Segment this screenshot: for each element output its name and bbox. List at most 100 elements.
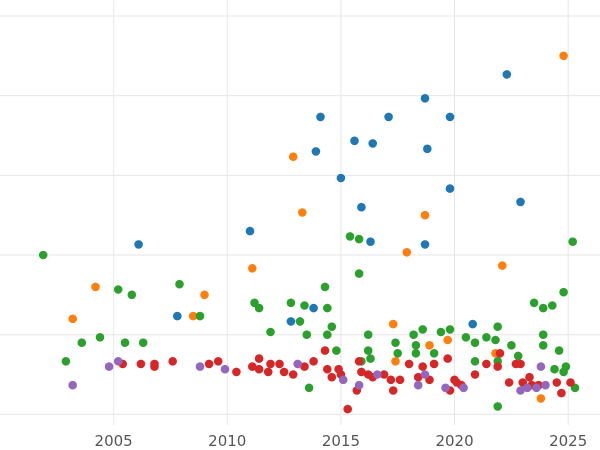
data-point-series-3 [436,327,446,337]
data-point-series-2 [425,341,434,350]
data-point-series-4 [429,359,439,369]
data-point-series-1 [336,173,346,183]
data-point-series-5 [195,362,205,371]
data-point-series-3 [113,285,123,294]
data-point-series-2 [536,394,546,403]
data-point-series-3 [327,322,337,332]
data-point-series-1 [366,237,375,246]
data-point-series-4 [379,370,389,379]
grid [0,0,600,425]
data-point-series-3 [323,330,332,340]
data-point-series-4 [300,362,309,371]
data-point-series-3 [445,325,455,334]
data-point-series-3 [411,349,421,358]
data-point-series-4 [418,362,428,371]
data-point-series-3 [561,362,571,371]
data-point-series-3 [320,282,330,292]
data-point-series-1 [420,240,430,249]
data-point-series-4 [275,359,284,369]
data-point-series-5 [420,370,430,379]
data-point-series-3 [95,333,105,342]
data-point-series-5 [516,386,525,395]
data-point-series-3 [120,338,130,348]
data-point-series-2 [200,290,209,300]
data-point-series-4 [357,367,366,377]
data-point-series-3 [332,346,341,355]
data-point-series-2 [68,314,77,324]
data-point-series-5 [373,370,382,379]
data-point-series-4 [395,375,405,385]
data-point-series-3 [559,287,568,297]
data-point-series-5 [338,375,348,385]
data-point-series-2 [288,152,298,161]
data-point-series-2 [559,51,568,61]
data-point-series-5 [441,383,450,393]
data-point-series-3 [175,279,184,289]
data-point-series-5 [113,357,123,366]
data-point-series-4 [150,359,159,369]
data-point-series-5 [354,380,364,390]
data-point-series-2 [391,357,400,366]
data-point-series-4 [266,359,275,369]
data-point-series-3 [61,357,71,366]
data-point-series-4 [470,370,480,379]
data-point-series-3 [529,298,539,308]
data-point-series-3 [363,346,373,355]
x-tick-label: 2015 [322,432,360,450]
data-point-series-4 [279,367,289,377]
data-point-series-4 [552,378,562,387]
data-point-series-4 [343,404,353,414]
data-point-series-3 [538,341,548,350]
data-point-series-4 [354,357,364,366]
data-point-series-3 [470,338,480,348]
data-point-series-4 [404,359,414,369]
data-point-series-1 [286,317,296,326]
data-point-series-3 [254,303,264,313]
data-point-series-2 [188,311,198,321]
data-point-series-3 [354,234,364,244]
data-point-series-3 [411,341,421,350]
data-point-series-4 [386,375,396,385]
data-point-series-3 [568,237,577,246]
x-tick-label: 2020 [435,432,473,450]
data-point-series-4 [254,354,264,363]
data-point-series-2 [498,261,507,270]
data-points [38,51,580,414]
data-point-series-1 [311,147,321,156]
data-point-series-4 [443,354,453,363]
data-point-series-4 [309,357,318,366]
data-point-series-4 [288,370,298,379]
data-point-series-3 [470,357,480,366]
data-point-series-3 [302,330,312,340]
data-point-series-2 [248,264,257,273]
data-point-series-4 [388,386,398,395]
data-point-series-1 [309,303,318,313]
data-point-series-5 [413,380,423,390]
data-point-series-3 [127,290,137,300]
data-point-series-4 [495,349,505,358]
data-point-series-3 [393,349,403,358]
x-axis-ticks: 2005 2010 2015 2020 2025 [95,432,588,450]
data-point-series-5 [523,383,532,393]
data-point-series-4 [327,372,337,382]
data-point-series-3 [409,330,418,340]
data-point-series-1 [134,240,143,249]
data-point-series-2 [402,248,412,257]
data-point-series-3 [538,330,548,340]
data-point-series-3 [550,364,559,374]
data-point-series-1 [173,311,182,321]
data-point-series-3 [513,351,523,361]
data-point-series-3 [138,338,148,348]
data-point-series-3 [354,269,364,278]
data-point-series-4 [232,367,241,377]
data-point-series-2 [420,210,430,220]
data-point-series-1 [502,70,512,79]
data-point-series-1 [245,226,255,236]
data-point-series-4 [263,367,273,377]
data-point-series-3 [266,327,275,337]
data-point-series-1 [516,197,525,207]
data-point-series-3 [482,333,491,342]
data-point-series-1 [468,319,478,329]
